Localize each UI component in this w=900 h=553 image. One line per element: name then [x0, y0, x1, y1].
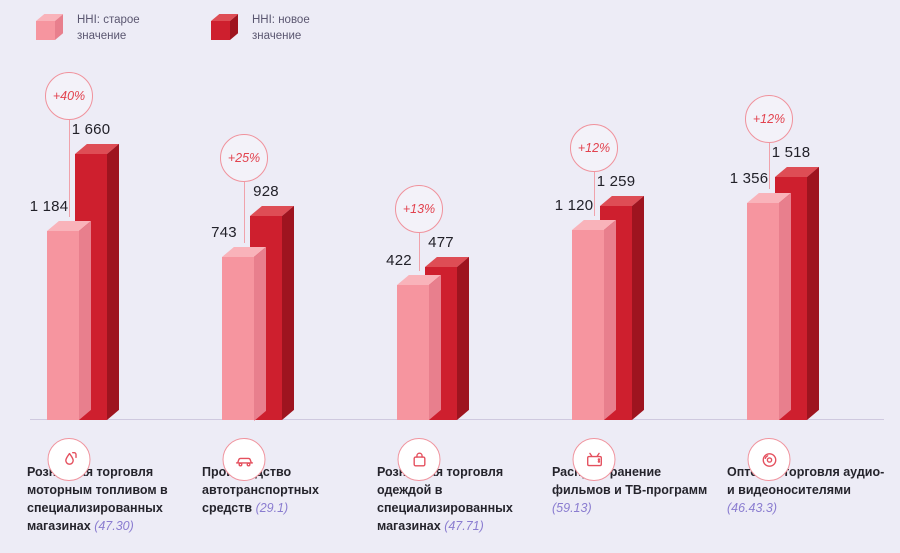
category-label: Производство автотранспортных средств (2… [202, 463, 360, 517]
new-value-label: 1 660 [71, 121, 111, 139]
percent-change-text: +13% [402, 202, 436, 217]
new-value-label: 1 259 [596, 173, 636, 190]
percent-change-text: +12% [752, 112, 786, 127]
shopping-bag-icon [397, 438, 441, 481]
percent-change-badge: +25% [220, 133, 268, 182]
connector-line [769, 143, 770, 189]
chart-group: 1 184 1 660 +40% Розничная торговля мото… [25, 60, 200, 553]
legend-item-old: HHI: старое значение [36, 10, 159, 44]
category-label: Оптовая торговля аудио- и видеоносителям… [727, 463, 885, 517]
percent-change-badge: +12% [745, 95, 793, 144]
bar-pair: 1 356 1 518 +12% [725, 60, 900, 420]
new-value-label: 1 518 [771, 144, 811, 162]
category-code: (59.13) [552, 501, 592, 516]
old-value-label: 743 [211, 223, 237, 241]
tv-icon [572, 438, 616, 481]
connector-line [419, 233, 420, 271]
category-label: Розничная торговля моторным топливом в с… [27, 463, 185, 536]
old-value-label: 422 [386, 252, 412, 269]
old-value-label: 1 356 [729, 170, 769, 187]
legend: HHI: старое значение HHI: новое значение [36, 10, 334, 44]
category-code: (29.1) [255, 501, 289, 516]
old-value-label: 1 184 [29, 197, 69, 215]
percent-change-badge: +40% [45, 72, 93, 121]
bar-pair: 1 120 1 259 +12% [550, 60, 725, 420]
chart-group: 422 477 +13% Розничная торговля одеждой … [375, 60, 550, 553]
bar-pair: 422 477 +13% [375, 60, 550, 420]
bar-pair: 743 928 +25% [200, 60, 375, 420]
percent-change-badge: +12% [570, 124, 618, 172]
category-code: (47.71) [444, 519, 484, 534]
legend-label-old: HHI: старое значение [77, 14, 140, 43]
old-value-label: 1 120 [554, 196, 594, 214]
chart-group: 1 120 1 259 +12% Распространение фильмов… [550, 60, 725, 553]
connector-line [244, 181, 245, 243]
connector-line [594, 172, 595, 216]
percent-change-text: +40% [52, 89, 86, 104]
vinyl-disc-icon [747, 438, 791, 481]
category-label: Розничная торговля одеждой в специализир… [377, 463, 535, 536]
car-icon [222, 438, 266, 481]
percent-change-text: +25% [227, 150, 261, 165]
new-value-label: 477 [428, 234, 454, 252]
new-value-cube-icon [211, 10, 239, 40]
new-value-label: 928 [253, 182, 279, 200]
percent-change-badge: +13% [395, 185, 443, 234]
old-value-cube-icon [36, 10, 64, 40]
connector-line [69, 120, 70, 217]
chart-row: 1 184 1 660 +40% Розничная торговля мото… [25, 60, 900, 553]
percent-change-text: +12% [577, 141, 611, 155]
chart-group: 743 928 +25% Производство автотранспортн… [200, 60, 375, 553]
bar-pair: 1 184 1 660 +40% [25, 60, 200, 420]
legend-label-new: HHI: новое значение [252, 14, 310, 43]
legend-item-new: HHI: новое значение [211, 10, 334, 44]
chart-group: 1 356 1 518 +12% Оптовая торговля аудио-… [725, 60, 900, 553]
category-name: Розничная торговля моторным топливом в с… [27, 465, 168, 534]
category-code: (46.43.3) [727, 501, 778, 516]
fuel-pump-icon [47, 438, 91, 481]
category-code: (47.30) [94, 519, 134, 534]
